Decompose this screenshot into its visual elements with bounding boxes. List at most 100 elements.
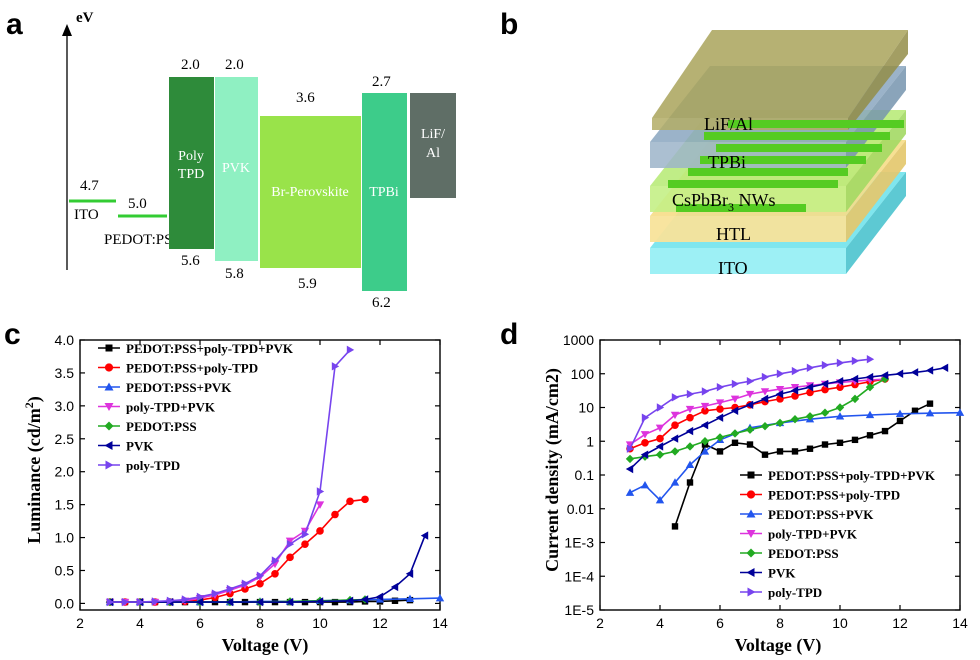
legend-entry: poly-TPD+PVK xyxy=(768,527,858,542)
legend-marker xyxy=(104,403,114,411)
data-point xyxy=(911,407,919,414)
nanowire xyxy=(688,168,848,176)
ito-level-value: 4.7 xyxy=(80,178,99,194)
data-point xyxy=(805,382,814,392)
y-tick-label: 3.5 xyxy=(55,365,75,381)
data-point xyxy=(851,436,859,444)
x-tick-label: 10 xyxy=(312,615,328,631)
data-point xyxy=(896,417,904,425)
data-point xyxy=(775,385,785,394)
tpbi-layer-side xyxy=(846,66,906,168)
data-point xyxy=(791,392,799,400)
legend-entry: poly-TPD xyxy=(768,585,822,600)
data-point xyxy=(806,363,815,373)
ito-level-label: ITO xyxy=(74,207,99,223)
x-tick-label: 6 xyxy=(716,615,724,631)
y-tick-label: 10 xyxy=(578,400,594,416)
series-line xyxy=(629,367,946,470)
data-point xyxy=(625,488,635,496)
series-line xyxy=(110,535,426,603)
y-tick-label: 0.0 xyxy=(55,595,75,611)
legend-entry: PEDOT:PSS xyxy=(126,419,197,434)
data-point xyxy=(715,433,725,442)
data-point xyxy=(285,537,295,546)
data-point xyxy=(866,432,874,439)
legend-entry: poly-TPD+PVK xyxy=(126,400,216,415)
data-point xyxy=(685,405,695,414)
data-point xyxy=(121,597,130,607)
legend-entry: poly-TPD xyxy=(126,458,180,473)
legend-entry: PEDOT:PSS+poly-TPD+PVK xyxy=(768,468,936,483)
lif-al-label-line2: Al xyxy=(426,146,440,161)
data-point xyxy=(345,596,354,605)
legend-entry: PEDOT:PSS+PVK xyxy=(126,380,232,395)
data-point xyxy=(730,406,739,415)
nanowire xyxy=(700,156,866,164)
data-point xyxy=(731,439,739,446)
data-point xyxy=(671,393,680,402)
pedot-level-value: 5.0 xyxy=(128,196,147,212)
x-tick-label: 2 xyxy=(596,615,604,631)
ito-layer-side xyxy=(846,172,906,274)
data-point xyxy=(316,527,324,535)
data-point xyxy=(760,421,770,431)
panel-a: a eV 4.7 ITO 5.0 PEDOT:PSS 2.0 Poly TPD … xyxy=(6,8,456,311)
legend-entry: PEDOT:PSS+poly-TPD+PVK xyxy=(126,341,294,356)
legend-marker xyxy=(104,441,113,450)
data-point xyxy=(686,389,695,399)
x-tick-label: 6 xyxy=(196,615,204,631)
data-point xyxy=(640,450,649,459)
data-point xyxy=(255,597,264,607)
data-point xyxy=(315,501,325,509)
data-point xyxy=(776,448,784,455)
data-point xyxy=(865,372,874,382)
nanowire xyxy=(728,120,904,128)
pvk-label: PVK xyxy=(222,161,250,176)
data-point xyxy=(775,418,785,428)
chart-d-xlabel: Voltage (V) xyxy=(735,635,822,656)
chart-c: 2 4 6 8 10 12 14 0.0 0.5 1.0 1.5 2.0 2.5 3.0 3.5 4.0 PED… xyxy=(55,332,448,631)
data-point xyxy=(625,464,634,474)
data-point xyxy=(641,413,650,422)
data-point xyxy=(760,394,769,404)
nw-layer-label: CsPbBr3 NWs xyxy=(672,190,776,214)
data-point xyxy=(686,479,694,486)
x-tick-label: 4 xyxy=(136,615,144,631)
data-point xyxy=(331,510,339,519)
data-point xyxy=(760,388,770,396)
data-point xyxy=(670,478,680,486)
data-point xyxy=(106,597,115,607)
y-tick-label: 1000 xyxy=(563,332,594,348)
panel-c: c 2 4 6 8 10 12 14 0.0 0.5 1.0 1.5 2.0 2.5 3.0 3.5 4.0 P… xyxy=(4,318,448,656)
data-point xyxy=(761,372,770,382)
y-tick-label: 1.5 xyxy=(55,497,75,513)
nanowire xyxy=(676,204,806,212)
data-point xyxy=(836,383,844,391)
data-point xyxy=(226,584,235,594)
data-point xyxy=(346,345,355,355)
data-point xyxy=(405,569,414,578)
data-point xyxy=(925,366,934,375)
legend-marker xyxy=(746,568,755,577)
legend-marker xyxy=(747,471,755,479)
chart-d-ylabel: Current density (mA/cm2) xyxy=(542,368,563,572)
data-point xyxy=(821,360,830,370)
tpbi-bottom-value: 6.2 xyxy=(372,295,391,311)
data-point xyxy=(715,413,724,422)
data-point xyxy=(625,454,635,464)
nanowire xyxy=(704,132,890,140)
pvk-top-value: 2.0 xyxy=(225,57,244,73)
legend-entry: PEDOT:PSS+PVK xyxy=(768,507,874,522)
data-point xyxy=(670,434,679,443)
data-point xyxy=(775,389,784,399)
data-point xyxy=(925,408,935,417)
data-point xyxy=(776,369,785,378)
y-tick-label: 4.0 xyxy=(55,332,75,348)
data-point xyxy=(745,425,755,434)
data-point xyxy=(701,406,709,415)
data-point xyxy=(656,403,665,412)
br-perovskite-top-value: 3.6 xyxy=(296,90,315,106)
data-point xyxy=(626,444,635,453)
data-point xyxy=(790,383,800,392)
data-point xyxy=(166,596,175,605)
